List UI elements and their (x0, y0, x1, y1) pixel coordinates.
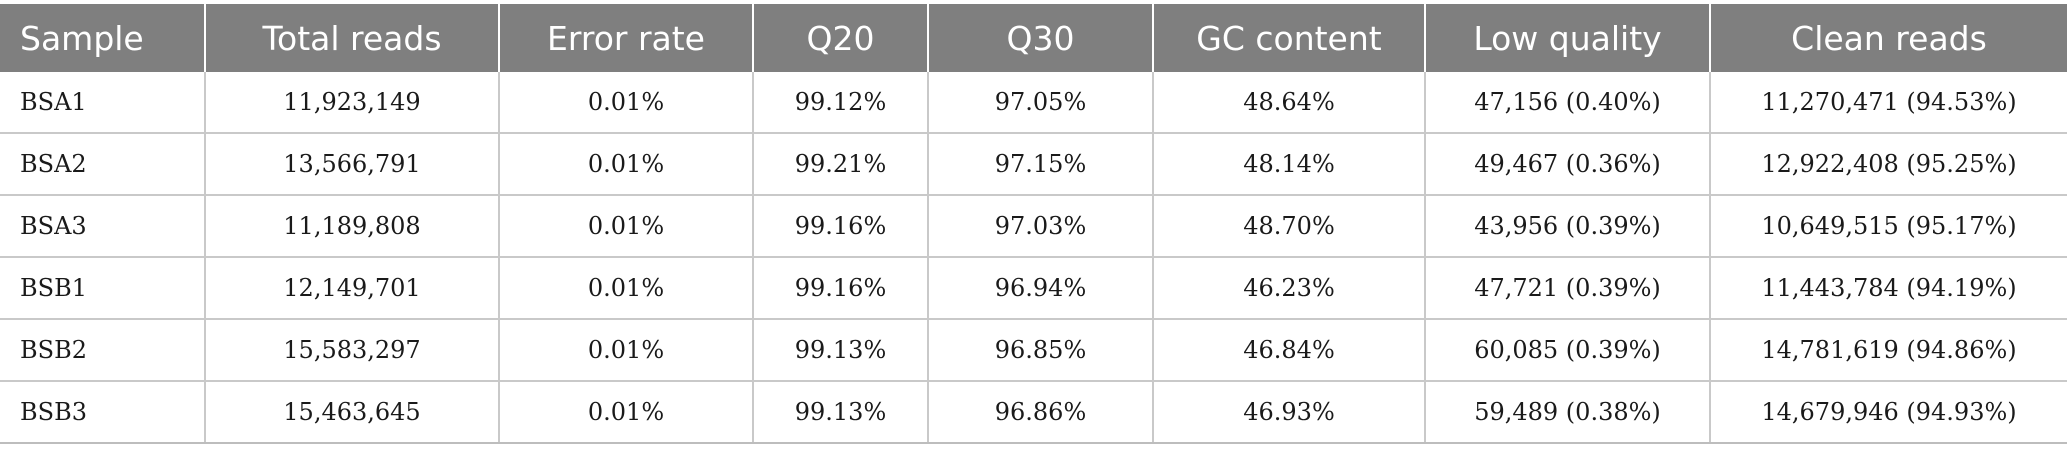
cell-total-reads: 13,566,791 (205, 133, 500, 196)
cell-q20: 99.16% (753, 195, 929, 258)
cell-q20: 99.13% (753, 319, 929, 382)
header-sample: Sample (0, 4, 206, 72)
cell-gc-content: 46.84% (1153, 319, 1426, 382)
cell-q30: 96.86% (928, 381, 1154, 444)
cell-total-reads: 11,189,808 (205, 195, 500, 258)
cell-gc-content: 48.14% (1153, 133, 1426, 196)
cell-error-rate: 0.01% (499, 72, 754, 134)
cell-error-rate: 0.01% (499, 319, 754, 382)
cell-error-rate: 0.01% (499, 381, 754, 444)
header-error-rate: Error rate (499, 4, 754, 72)
table-row: BSB1 12,149,701 0.01% 99.16% 96.94% 46.2… (0, 257, 2067, 320)
cell-error-rate: 0.01% (499, 133, 754, 196)
header-q20: Q20 (753, 4, 929, 72)
table-row: BSB2 15,583,297 0.01% 99.13% 96.85% 46.8… (0, 319, 2067, 382)
cell-gc-content: 48.70% (1153, 195, 1426, 258)
header-low-quality: Low quality (1425, 4, 1711, 72)
cell-low-quality: 43,956 (0.39%) (1425, 195, 1711, 258)
cell-q30: 96.94% (928, 257, 1154, 320)
cell-total-reads: 11,923,149 (205, 72, 500, 134)
cell-q30: 97.15% (928, 133, 1154, 196)
cell-clean-reads: 12,922,408 (95.25%) (1710, 133, 2067, 196)
header-clean-reads: Clean reads (1710, 4, 2067, 72)
cell-q30: 97.03% (928, 195, 1154, 258)
cell-q20: 99.21% (753, 133, 929, 196)
cell-sample: BSA1 (0, 72, 206, 134)
cell-q30: 96.85% (928, 319, 1154, 382)
sequencing-quality-table-container: Sample Total reads Error rate Q20 Q30 GC… (0, 4, 2067, 444)
cell-low-quality: 47,721 (0.39%) (1425, 257, 1711, 320)
table-header-row: Sample Total reads Error rate Q20 Q30 GC… (0, 4, 2067, 72)
cell-total-reads: 15,463,645 (205, 381, 500, 444)
table-row: BSB3 15,463,645 0.01% 99.13% 96.86% 46.9… (0, 381, 2067, 444)
cell-clean-reads: 11,270,471 (94.53%) (1710, 72, 2067, 134)
cell-error-rate: 0.01% (499, 257, 754, 320)
header-q30: Q30 (928, 4, 1154, 72)
cell-clean-reads: 10,649,515 (95.17%) (1710, 195, 2067, 258)
table-row: BSA2 13,566,791 0.01% 99.21% 97.15% 48.1… (0, 133, 2067, 196)
cell-clean-reads: 11,443,784 (94.19%) (1710, 257, 2067, 320)
cell-total-reads: 15,583,297 (205, 319, 500, 382)
sequencing-quality-table: Sample Total reads Error rate Q20 Q30 GC… (0, 4, 2067, 444)
cell-q20: 99.16% (753, 257, 929, 320)
cell-error-rate: 0.01% (499, 195, 754, 258)
cell-q30: 97.05% (928, 72, 1154, 134)
cell-q20: 99.12% (753, 72, 929, 134)
table-row: BSA3 11,189,808 0.01% 99.16% 97.03% 48.7… (0, 195, 2067, 258)
cell-sample: BSA3 (0, 195, 206, 258)
cell-sample: BSB1 (0, 257, 206, 320)
table-row: BSA1 11,923,149 0.01% 99.12% 97.05% 48.6… (0, 72, 2067, 134)
cell-low-quality: 49,467 (0.36%) (1425, 133, 1711, 196)
cell-clean-reads: 14,679,946 (94.93%) (1710, 381, 2067, 444)
header-gc-content: GC content (1153, 4, 1426, 72)
cell-gc-content: 46.93% (1153, 381, 1426, 444)
header-total-reads: Total reads (205, 4, 500, 72)
cell-low-quality: 60,085 (0.39%) (1425, 319, 1711, 382)
cell-low-quality: 59,489 (0.38%) (1425, 381, 1711, 444)
cell-clean-reads: 14,781,619 (94.86%) (1710, 319, 2067, 382)
cell-sample: BSA2 (0, 133, 206, 196)
cell-gc-content: 46.23% (1153, 257, 1426, 320)
cell-q20: 99.13% (753, 381, 929, 444)
cell-sample: BSB2 (0, 319, 206, 382)
cell-total-reads: 12,149,701 (205, 257, 500, 320)
cell-gc-content: 48.64% (1153, 72, 1426, 134)
cell-sample: BSB3 (0, 381, 206, 444)
cell-low-quality: 47,156 (0.40%) (1425, 72, 1711, 134)
